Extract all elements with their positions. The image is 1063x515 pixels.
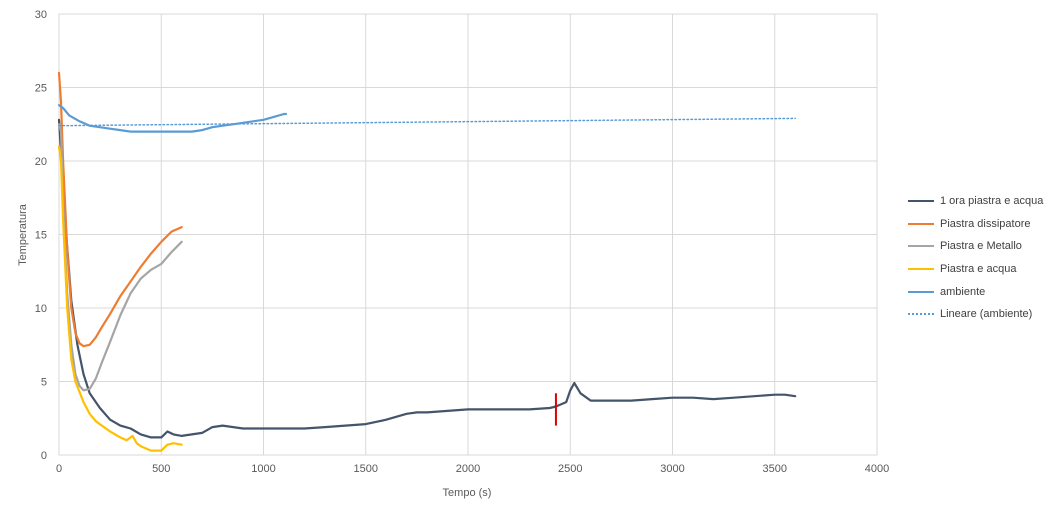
legend-label: Piastra e Metallo [940,240,1022,253]
series-line-2 [57,123,183,392]
series-layer [57,71,797,452]
x-tick-label: 500 [152,463,170,475]
legend-item: Piastra e Metallo [908,235,1043,258]
y-tick-label: 0 [41,450,47,462]
y-tick-label: 20 [35,156,47,168]
legend-item: Piastra e acqua [908,258,1043,281]
x-axis-title: Tempo (s) [443,487,492,499]
x-tick-label: 3000 [660,463,684,475]
series-line-1 [57,71,183,348]
grid-layer [58,13,878,456]
x-tick-label: 3500 [763,463,787,475]
series-line-3 [57,145,183,452]
y-axis-title: Temperatura [17,203,29,266]
x-tick-label: 1500 [354,463,378,475]
y-tick-label: 10 [35,303,47,315]
legend-label: Piastra dissipatore [940,217,1031,230]
legend-swatch [908,313,934,316]
x-tick-label: 2500 [558,463,582,475]
axis-layer: 0 500 1000 1500 2000 2500 3000 3500 4000 0 5 10 15 20… [35,9,889,475]
x-tick-label: 0 [56,463,62,475]
legend-item: Lineare (ambiente) [908,303,1043,326]
y-tick-label: 5 [41,377,47,389]
x-tick-label: 1000 [251,463,275,475]
legend: 1 ora piastra e acqua Piastra dissipatore… [908,190,1043,326]
legend-swatch [908,268,934,271]
series-line-4 [57,104,288,133]
y-tick-label: 30 [35,9,47,21]
legend-item: ambiente [908,280,1043,303]
legend-swatch [908,245,934,248]
legend-item: Piastra dissipatore [908,213,1043,236]
series-line-5 [58,117,796,127]
legend-label: ambiente [940,285,986,298]
legend-label: Lineare (ambiente) [940,308,1033,321]
y-tick-label: 15 [35,230,47,242]
legend-item: 1 ora piastra e acqua [908,190,1043,213]
legend-swatch [908,222,934,225]
legend-label: 1 ora piastra e acqua [940,195,1044,208]
x-tick-label: 4000 [865,463,889,475]
y-tick-label: 25 [35,83,47,95]
series-line-0 [57,118,797,439]
legend-swatch [908,290,934,293]
legend-swatch [908,200,934,203]
x-tick-label: 2000 [456,463,480,475]
legend-label: Piastra e acqua [940,263,1017,276]
